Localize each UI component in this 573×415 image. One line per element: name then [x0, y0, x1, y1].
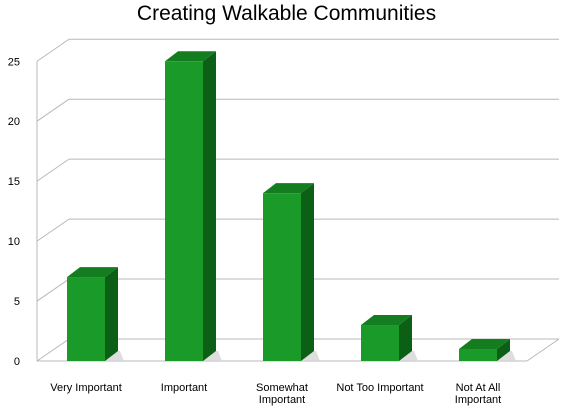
y-tick-label: 5	[14, 296, 20, 308]
bar-side	[105, 267, 118, 361]
y-tick-label: 20	[8, 116, 20, 128]
grid-connector	[36, 218, 70, 242]
grid-connector	[36, 278, 70, 302]
grid-connector	[36, 158, 70, 182]
bar-top	[165, 51, 216, 62]
y-tick-label: 15	[8, 176, 20, 188]
bar	[361, 325, 399, 361]
bar-top	[459, 339, 510, 350]
bar-side	[399, 315, 412, 361]
y-tick-label: 25	[8, 56, 20, 68]
x-tick-label: Somewhat	[256, 382, 308, 394]
grid-connector	[36, 38, 70, 62]
bar-top	[263, 183, 314, 194]
y-tick-label: 10	[8, 236, 20, 248]
x-tick-label: Not Too Important	[336, 382, 423, 394]
x-tick-label: Important	[259, 394, 305, 406]
bar-side	[203, 51, 216, 361]
bar	[263, 193, 301, 361]
bar-side	[497, 339, 510, 361]
y-tick-label: 0	[14, 356, 20, 368]
chart-title: Creating Walkable Communities	[136, 2, 437, 25]
grid-connector	[36, 98, 70, 122]
grid-connector	[36, 338, 70, 362]
bar-top	[361, 315, 412, 326]
x-tick-label: Important	[161, 382, 207, 394]
bar-side	[301, 183, 314, 361]
x-tick-label: Very Important	[50, 382, 122, 394]
bar	[459, 349, 497, 361]
bar	[67, 277, 105, 361]
floor-right-edge	[526, 338, 560, 362]
x-tick-label: Important	[455, 394, 501, 406]
x-tick-label: Not At All	[456, 382, 501, 394]
bar	[165, 61, 203, 361]
bar-top	[67, 267, 118, 278]
